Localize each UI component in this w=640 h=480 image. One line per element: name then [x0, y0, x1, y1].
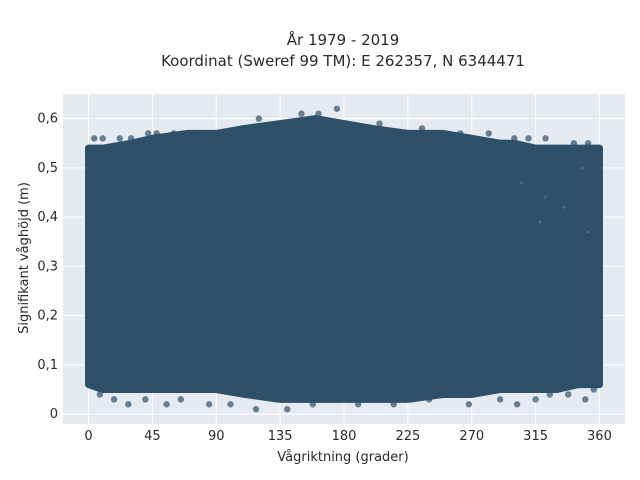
data-point: [91, 135, 98, 142]
data-point: [96, 391, 104, 398]
data-points: [85, 105, 603, 413]
data-point: [99, 135, 106, 142]
data-point: [596, 381, 603, 388]
data-point: [153, 130, 160, 137]
data-point: [309, 401, 316, 408]
data-point: [593, 144, 600, 152]
data-point: [354, 401, 362, 408]
data-point: [546, 391, 553, 398]
data-point: [110, 396, 118, 403]
data-point: [284, 406, 291, 413]
data-point: [116, 135, 123, 142]
data-point: [457, 130, 464, 137]
data-point: [125, 401, 132, 408]
data-point: [252, 406, 260, 413]
data-point: [255, 115, 263, 122]
data-point: [511, 135, 518, 142]
data-point: [227, 401, 234, 408]
y-tick-label: 0,2: [37, 309, 58, 324]
y-axis-label: Signifikant våghöjd (m): [17, 182, 32, 334]
x-tick-label: 90: [208, 429, 225, 444]
data-point: [519, 181, 523, 185]
tick-labels: 0 45 90 135 180 225 270 315 360 0 0,1 0,2 0,3 0,4 0,5 0…: [37, 112, 612, 444]
data-point: [191, 130, 199, 137]
data-point: [485, 130, 492, 137]
y-tick-label: 0,6: [37, 112, 58, 127]
data-point: [170, 130, 177, 137]
data-point: [144, 130, 152, 137]
data-point: [586, 230, 590, 234]
data-point: [542, 135, 549, 142]
data-point: [205, 401, 213, 408]
data-point: [584, 140, 592, 147]
data-point: [544, 196, 547, 199]
x-tick-label: 135: [268, 429, 293, 444]
x-tick-label: 45: [144, 429, 161, 444]
data-point: [513, 401, 521, 408]
y-tick-label: 0: [50, 407, 58, 422]
data-point: [536, 174, 544, 181]
data-point: [567, 184, 575, 191]
data-point: [177, 396, 184, 403]
x-tick-label: 360: [587, 429, 612, 444]
data-point: [376, 120, 383, 127]
data-point: [581, 166, 584, 170]
x-axis-label: Vågriktning (grader): [277, 450, 408, 465]
data-point: [538, 220, 542, 224]
y-tick-label: 0,3: [37, 259, 58, 274]
data-point: [465, 401, 473, 408]
y-tick-label: 0,5: [37, 161, 58, 176]
data-point: [562, 205, 566, 209]
data-point: [565, 391, 572, 398]
y-tick-label: 0,4: [37, 210, 58, 225]
data-point: [315, 110, 322, 117]
data-point: [113, 179, 121, 186]
chart-title-line1: År 1979 - 2019: [287, 30, 400, 49]
data-point: [142, 396, 149, 403]
data-point: [163, 401, 170, 408]
data-point: [570, 140, 578, 147]
data-point: [298, 110, 305, 117]
x-tick-label: 315: [523, 429, 548, 444]
data-point: [418, 125, 426, 132]
data-point-cloud: [85, 115, 603, 403]
x-tick-label: 0: [84, 429, 92, 444]
data-point: [532, 396, 539, 403]
data-point: [525, 135, 532, 142]
y-tick-label: 0,1: [37, 358, 58, 373]
data-point: [590, 386, 597, 393]
data-point: [582, 396, 589, 403]
x-tick-label: 225: [395, 429, 420, 444]
x-tick-label: 180: [332, 429, 357, 444]
data-point: [553, 194, 561, 201]
data-point: [390, 401, 397, 408]
data-point: [127, 135, 135, 142]
chart-title-line2: Koordinat (Sweref 99 TM): E 262357, N 63…: [161, 52, 525, 70]
x-tick-label: 270: [459, 429, 484, 444]
data-point: [425, 396, 433, 403]
data-point: [496, 396, 504, 403]
data-point: [333, 105, 341, 112]
